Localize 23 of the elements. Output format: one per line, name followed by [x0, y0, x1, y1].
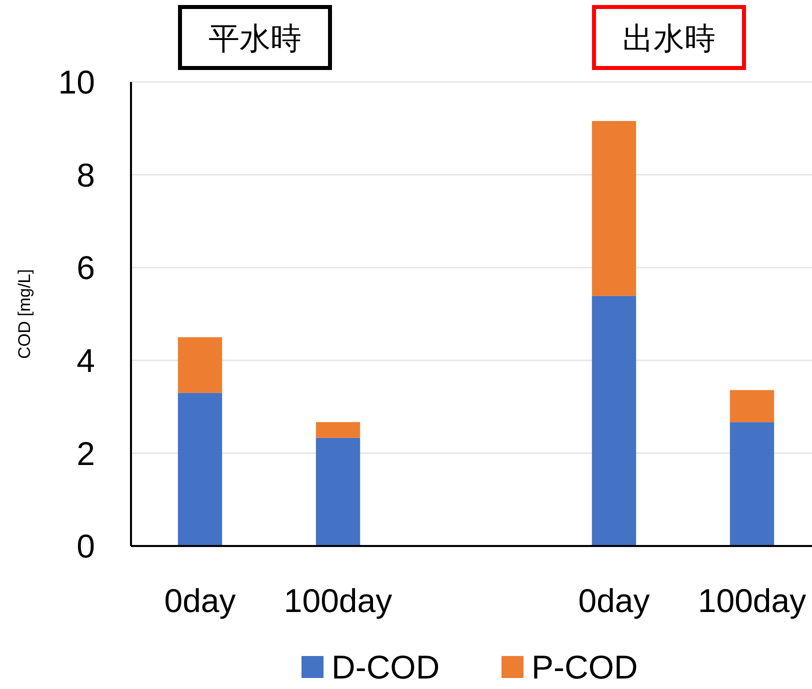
- bar: [178, 392, 222, 546]
- y-tick-label: 2: [76, 434, 95, 472]
- bar: [730, 390, 774, 422]
- bar: [730, 422, 774, 546]
- bar: [592, 120, 636, 296]
- y-tick-label: 8: [76, 156, 95, 194]
- y-axis-title: COD [mg/L]: [15, 269, 34, 359]
- legend-label: P-COD: [532, 648, 638, 686]
- x-tick-label: 0day: [578, 582, 650, 619]
- bar: [316, 422, 360, 438]
- bar: [316, 438, 360, 546]
- y-tick-label: 0: [76, 528, 95, 565]
- text: 出水時: [622, 20, 716, 56]
- bar: [178, 337, 222, 393]
- x-tick-label: 100day: [698, 582, 807, 619]
- y-tick-label: 4: [76, 342, 95, 379]
- y-tick-label: 10: [58, 64, 95, 101]
- text: 平水時: [208, 20, 302, 56]
- legend-label: D-COD: [332, 648, 440, 686]
- y-tick-label: 6: [76, 249, 95, 286]
- bar: [592, 296, 636, 546]
- x-tick-label: 0day: [164, 582, 236, 619]
- x-tick-label: 100day: [284, 582, 393, 619]
